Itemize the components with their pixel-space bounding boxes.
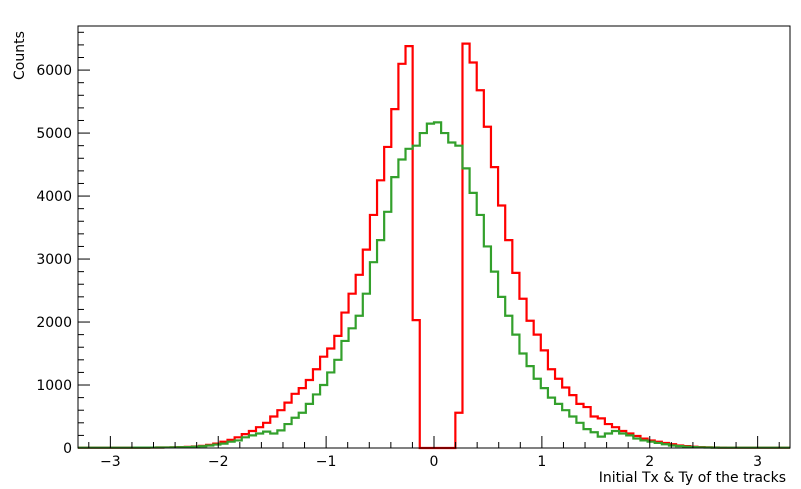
y-tick-label: 4000 xyxy=(36,189,72,205)
y-axis-title: Counts xyxy=(12,31,28,80)
x-tick-label: 3 xyxy=(753,454,762,470)
x-tick-label: −1 xyxy=(316,454,337,470)
y-tick-label: 1000 xyxy=(36,378,72,394)
y-tick-label: 5000 xyxy=(36,126,72,142)
x-tick-label: −2 xyxy=(208,454,229,470)
x-tick-label: 0 xyxy=(430,454,439,470)
y-tick-label: 0 xyxy=(63,441,72,457)
y-tick-label: 6000 xyxy=(36,63,72,79)
y-axis: 0 1000 2000 3000 4000 5000 6000 xyxy=(36,31,90,457)
series-line-1 xyxy=(78,121,790,449)
x-tick-label: −3 xyxy=(100,454,121,470)
x-axis-title: Initial Tx & Ty of the tracks xyxy=(599,470,786,486)
y-tick-label: 2000 xyxy=(36,315,72,331)
x-tick-label: 1 xyxy=(537,454,546,470)
y-tick-label: 3000 xyxy=(36,252,72,268)
x-tick-label: 2 xyxy=(645,454,654,470)
x-axis: −3 −2 −1 0 1 2 3 xyxy=(88,436,780,470)
